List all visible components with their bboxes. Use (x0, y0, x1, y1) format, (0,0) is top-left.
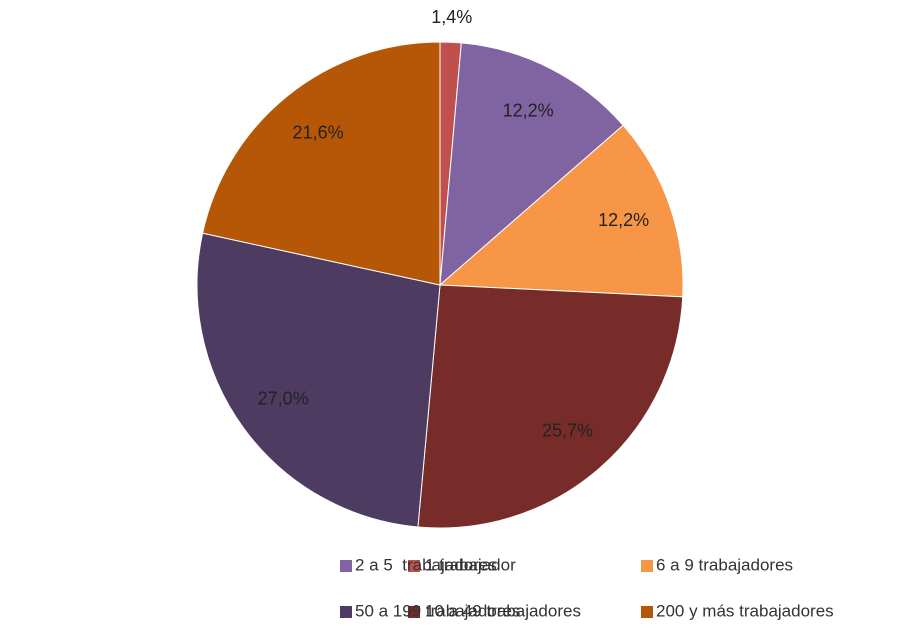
data-label: 12,2% (598, 210, 649, 230)
legend-label: 6 a 9 trabajadores (656, 555, 793, 574)
legend-label: 200 y más trabajadores (656, 601, 834, 620)
data-label: 1,4% (431, 7, 472, 27)
legend-label: 2 a 5 trabajadores (355, 555, 497, 574)
legend-swatch (641, 606, 653, 618)
data-label: 25,7% (542, 420, 593, 440)
data-label: 27,0% (258, 389, 309, 409)
pie-slice (438, 124, 684, 298)
data-label: 12,2% (503, 100, 554, 120)
legend-label: 1 trabajador (425, 555, 516, 574)
legend-swatch (408, 560, 420, 572)
legend-swatch (641, 560, 653, 572)
pie-slice (439, 42, 624, 287)
legend-swatch (340, 560, 352, 572)
data-label: 21,6% (293, 122, 344, 142)
pie-slice (417, 284, 684, 529)
legend-label: 50 a 199 trabajadores (355, 601, 520, 620)
legend-swatch (340, 606, 352, 618)
pie-slice (196, 232, 441, 528)
pie-slice (201, 41, 441, 286)
legend-swatch (408, 606, 420, 618)
legend-label: 10 a 49 trabajadores (425, 601, 581, 620)
